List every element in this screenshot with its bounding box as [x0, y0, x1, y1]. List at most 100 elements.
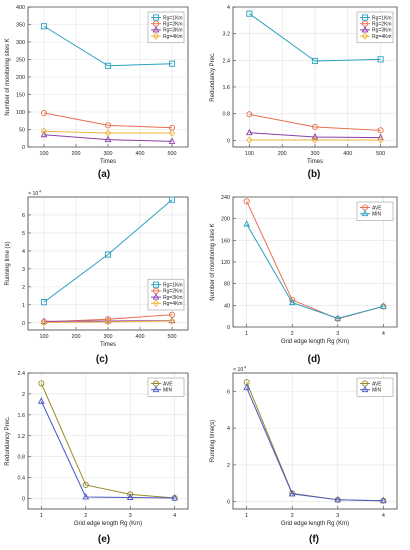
data-point-Rg=1Km	[168, 196, 176, 203]
x-axis-label: Times	[100, 342, 116, 348]
y-tick-label: 350	[16, 23, 25, 29]
data-point-Rg=2Km	[377, 127, 384, 134]
y-tick-label: 4	[227, 5, 230, 11]
x-tick-label: 300	[311, 151, 320, 157]
legend-marker	[152, 293, 160, 300]
chart-d: 0 40 80 120 160 200 240 1 2 3 4 Grid edge length Rg…	[210, 195, 398, 365]
legend-entry: Rg=1Km	[372, 15, 392, 21]
data-point-AVE	[82, 481, 89, 488]
x-tick-label: 4	[382, 513, 385, 519]
data-point-Rg=4Km	[40, 127, 48, 135]
series-line-MIN	[40, 401, 175, 499]
data-point-Rg=1Km	[104, 251, 112, 258]
data-point-MIN	[288, 489, 296, 497]
data-point-Rg=4Km	[104, 318, 112, 326]
y-tick-label: 240	[221, 195, 230, 201]
legend-marker	[361, 14, 369, 21]
series-line-MIN	[246, 223, 384, 319]
legend-marker	[152, 299, 160, 307]
legend-entry: Rg=4Km	[163, 34, 183, 40]
data-point-Rg=1Km	[246, 10, 253, 17]
y-tick-label: 2.4	[223, 58, 231, 64]
data-point-Rg=1Km	[40, 23, 48, 30]
x-tick-label: 1	[245, 513, 248, 519]
y-tick-label: 6	[22, 213, 25, 219]
panel-label: (b)	[308, 169, 321, 180]
legend-marker	[152, 385, 160, 393]
data-point-MIN	[379, 302, 387, 309]
data-point-MIN	[334, 314, 342, 321]
data-point-Rg=4Km	[246, 136, 253, 144]
data-point-Rg=3Km	[104, 135, 112, 143]
x-tick-label: 4	[382, 331, 385, 337]
series-line-Rg=3Km	[43, 320, 173, 322]
y-axis-multiplier: × 10	[233, 367, 243, 373]
data-point-Rg=4Km	[377, 136, 384, 144]
y-tick-label: 250	[16, 58, 25, 64]
x-tick-label: 200	[72, 151, 81, 157]
y-tick-label: 300	[16, 40, 25, 46]
data-point-Rg=3Km	[168, 137, 176, 144]
plot-frame	[232, 196, 398, 328]
y-tick-label: 0.4	[18, 476, 26, 482]
y-axis-multiplier-power: 4	[39, 190, 41, 194]
y-tick-label: 200	[221, 217, 230, 223]
y-axis-label: Running time (s)	[5, 241, 11, 285]
data-point-MIN	[243, 383, 251, 391]
y-tick-label: 80	[224, 282, 230, 288]
x-tick-label: 500	[376, 151, 385, 157]
data-point-Rg=1Km	[40, 299, 48, 306]
x-tick-label: 100	[245, 151, 254, 157]
y-tick-label: 120	[221, 260, 230, 266]
data-point-Rg=3Km	[246, 128, 253, 136]
data-point-Rg=3Km	[311, 133, 319, 140]
legend-marker	[361, 385, 369, 393]
y-axis-label: Redundancy Prec.	[210, 52, 216, 102]
data-point-AVE	[127, 491, 134, 498]
data-point-Rg=2Km	[246, 111, 253, 118]
data-point-Rg=2Km	[104, 122, 112, 129]
legend-entry: Rg=2Km	[163, 289, 183, 295]
y-axis-label: Number of monitoring sites K	[5, 38, 11, 115]
legend-entry: Rg=1Km	[163, 283, 183, 289]
legend-marker	[361, 209, 369, 217]
y-axis-multiplier-power: 4	[244, 366, 246, 370]
y-tick-label: 0.8	[223, 112, 231, 118]
legend-entry: MIN	[372, 388, 382, 394]
plot-frame	[27, 6, 189, 148]
x-axis-label: Grid edge length Rg (Km)	[281, 521, 349, 527]
data-point-Rg=1Km	[104, 62, 112, 69]
x-tick-label: 100	[40, 334, 49, 340]
x-tick-label: 1	[40, 513, 43, 519]
panel-label: (d)	[308, 354, 321, 365]
y-axis-multiplier: × 10	[28, 191, 38, 197]
data-point-MIN	[82, 492, 90, 500]
legend-entry: Rg=1Km	[163, 15, 183, 21]
y-tick-label: 2	[227, 463, 230, 469]
y-tick-label: 50	[19, 128, 25, 134]
plot-frame	[27, 372, 189, 510]
y-tick-label: 4	[227, 426, 230, 432]
data-point-MIN	[379, 496, 387, 504]
y-tick-label: 150	[16, 93, 25, 99]
y-tick-label: 160	[221, 238, 230, 244]
data-point-MIN	[334, 495, 342, 503]
y-tick-label: 5	[22, 231, 25, 237]
x-tick-label: 200	[72, 334, 81, 340]
data-point-Rg=4Km	[104, 129, 112, 137]
legend-marker	[152, 281, 160, 288]
x-axis-label: Times	[100, 159, 116, 165]
legend-entry: AVE	[372, 205, 382, 211]
x-tick-label: 1	[245, 331, 248, 337]
data-point-MIN	[288, 298, 296, 306]
y-tick-label: 200	[16, 75, 25, 81]
y-tick-label: 0.8	[18, 455, 26, 461]
legend-entry: MIN	[163, 388, 173, 394]
series-line-Rg=1Km	[249, 13, 381, 62]
